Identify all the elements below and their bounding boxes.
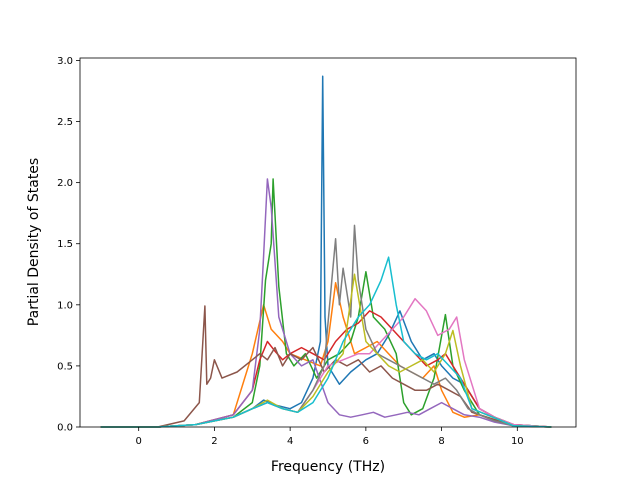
series-layer: [100, 75, 552, 428]
x-axis-ticks: 0 2 4 6 8 10: [135, 427, 524, 447]
x-tick-label: 6: [363, 436, 369, 447]
x-tick-label: 10: [511, 436, 524, 447]
x-tick-label: 0: [135, 436, 141, 447]
series-line-3: [100, 178, 552, 428]
y-tick-label: 2.5: [57, 117, 73, 128]
series-line-1: [100, 75, 552, 428]
y-tick-label: 2.0: [57, 178, 73, 189]
y-axis-title: Partial Density of States: [26, 158, 42, 326]
x-tick-label: 2: [211, 436, 217, 447]
y-tick-label: 1.0: [57, 300, 73, 311]
series-line-5: [100, 178, 552, 428]
series-line-10: [100, 256, 552, 428]
series-line-9: [100, 273, 552, 428]
x-tick-label: 4: [287, 436, 293, 447]
plot-frame: [79, 57, 577, 428]
y-axis-ticks: 0.0 0.5 1.0 1.5 2.0 2.5 3.0: [57, 56, 80, 434]
y-tick-label: 0.5: [57, 361, 73, 372]
series-line-6: [100, 305, 552, 428]
y-tick-label: 1.5: [57, 239, 73, 250]
x-axis-title: Frequency (THz): [271, 459, 385, 475]
x-tick-label: 8: [438, 436, 444, 447]
y-tick-label: 3.0: [57, 56, 73, 67]
y-tick-label: 0.0: [57, 423, 73, 434]
